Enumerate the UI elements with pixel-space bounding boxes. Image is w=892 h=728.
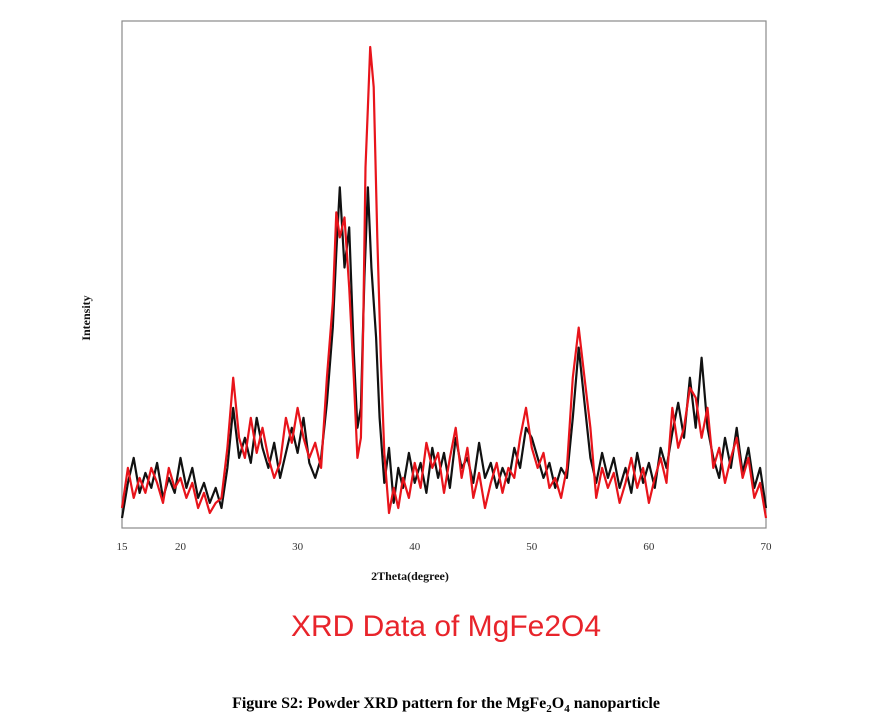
caption-suffix: nanoparticle [569,695,660,712]
caption-prefix: Figure S2: Powder XRD pattern for the Mg… [232,695,547,712]
y-axis-label: Intensity [79,295,93,340]
caption-sub2: 4 [564,703,570,716]
x-tick-label: 50 [526,541,538,553]
x-axis-label: 2Theta(degree) [371,569,449,583]
x-tick-label: 20 [175,541,187,553]
series-line-2 [120,45,768,519]
x-tick-label: 70 [761,541,773,553]
caption-sub1: 2 [546,703,552,716]
x-tick-label: 15 [117,541,129,553]
x-tick-label: 60 [643,541,655,553]
series-layer [120,45,768,519]
figure-caption: Figure S2: Powder XRD pattern for the Mg… [0,695,892,715]
x-tick-layer: 15 20 30 40 50 60 70 [117,541,773,553]
x-tick-label: 30 [292,541,304,553]
chart-title: XRD Data of MgFe2O4 [290,610,602,643]
x-tick-label: 40 [409,541,421,553]
caption-mid: O [551,695,565,712]
xrd-chart: 15 20 30 40 50 60 70 2Theta(degree) Intensity [79,20,773,583]
